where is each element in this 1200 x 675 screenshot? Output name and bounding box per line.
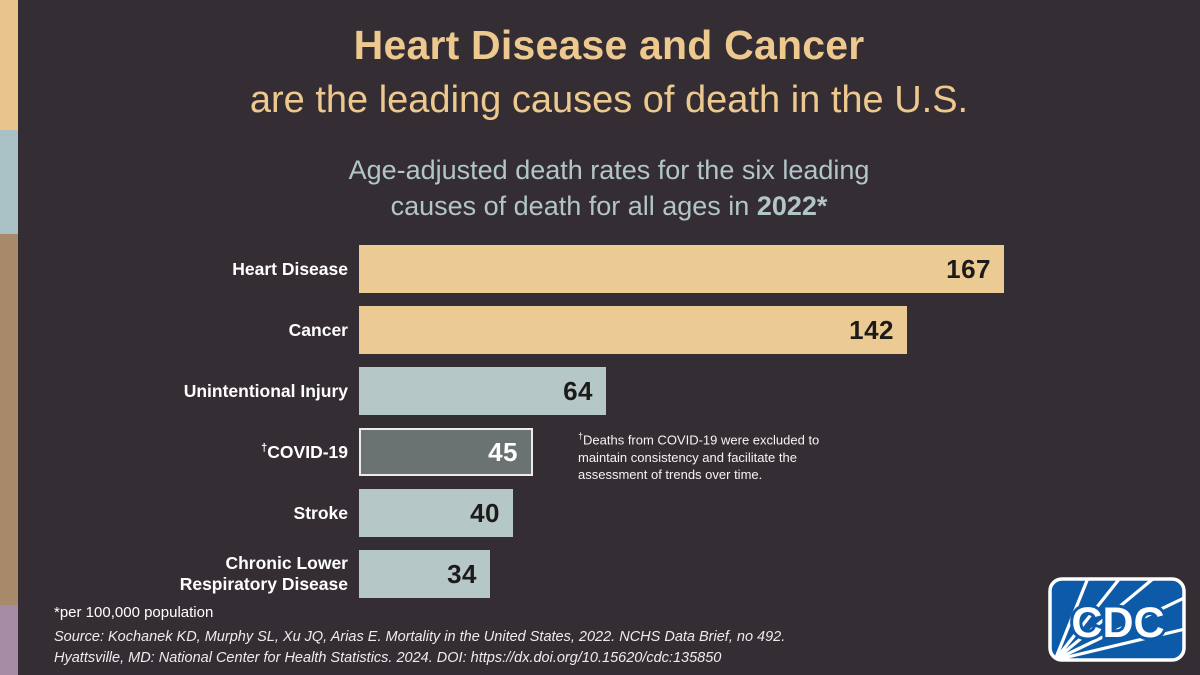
edge-stripe-tan	[0, 0, 18, 130]
chart-subtitle-line2: causes of death for all ages in 2022*	[390, 190, 828, 221]
edge-stripe-blue	[0, 130, 18, 234]
chart-subtitle-line1: Age-adjusted death rates for the six lea…	[348, 155, 870, 185]
bar-track-stroke: 40	[359, 489, 1200, 537]
edge-stripe-mauve	[0, 605, 18, 675]
bar-label-unintentional-injury: Unintentional Injury	[183, 380, 348, 401]
bar-value-heart-disease: 167	[946, 253, 991, 284]
dagger-symbol: †	[261, 441, 268, 454]
bar-label-stroke: Stroke	[293, 502, 348, 523]
chart-row-chronic-lower-respiratory-disease: Chronic Lower Respiratory Disease 34	[0, 550, 1200, 598]
bar-track-covid-19: 45	[359, 428, 1200, 476]
title-block: Heart Disease and Cancer are the leading…	[18, 22, 1200, 122]
cdc-logo: CDC	[1048, 577, 1186, 662]
dagger-symbol: †	[578, 431, 584, 441]
bar-covid-19: 45	[359, 428, 533, 476]
bar-cancer: 142	[359, 306, 907, 354]
bar-value-chronic-lower-respiratory-disease: 34	[447, 558, 477, 589]
edge-stripe-brown	[0, 234, 18, 605]
bar-track-chronic-lower-respiratory-disease: 34	[359, 550, 1200, 598]
chart-row-heart-disease: Heart Disease 167	[0, 245, 1200, 293]
covid-annotation: †Deaths from COVID-19 were excluded to m…	[578, 431, 820, 483]
bar-label-heart-disease: Heart Disease	[232, 258, 348, 279]
bar-label-cancer: Cancer	[288, 319, 348, 340]
edge-stripes	[0, 0, 18, 675]
bar-label-covid-19: †COVID-19	[261, 441, 348, 462]
chart-subtitle: Age-adjusted death rates for the six lea…	[18, 153, 1200, 224]
page-title: Heart Disease and Cancer	[353, 22, 865, 68]
bar-track-cancer: 142	[359, 306, 1200, 354]
rate-footnote: *per 100,000 population	[54, 604, 214, 621]
bar-label-chronic-lower-respiratory-disease: Chronic Lower Respiratory Disease	[179, 553, 348, 594]
page-title-secondary: are the leading causes of death in the U…	[249, 79, 969, 121]
cdc-logo-rays	[1053, 580, 1183, 659]
bar-track-heart-disease: 167	[359, 245, 1200, 293]
year-bold: 2022*	[756, 190, 828, 221]
bar-value-cancer: 142	[849, 314, 894, 345]
bar-heart-disease: 167	[359, 245, 1004, 293]
chart-row-cancer: Cancer 142	[0, 306, 1200, 354]
bar-value-stroke: 40	[470, 497, 500, 528]
cdc-logo-plate	[1048, 577, 1186, 662]
source-line2: Hyattsville, MD: National Center for Hea…	[54, 650, 722, 667]
cdc-logo-icon: CDC	[1048, 577, 1186, 662]
bar-chart: Heart Disease 167 Cancer 142 Unintentional I…	[0, 245, 1200, 611]
source-line1: Source: Kochanek KD, Murphy SL, Xu JQ, A…	[54, 629, 786, 645]
chart-row-covid-19: †COVID-19 45	[0, 428, 1200, 476]
bar-value-covid-19: 45	[488, 436, 518, 467]
bar-chronic-lower-respiratory-disease: 34	[359, 550, 490, 598]
chart-rows: Heart Disease 167 Cancer 142 Unintentional I…	[0, 245, 1200, 598]
chart-row-unintentional-injury: Unintentional Injury 64	[0, 367, 1200, 415]
bar-value-unintentional-injury: 64	[563, 375, 593, 406]
bar-unintentional-injury: 64	[359, 367, 606, 415]
cdc-logo-text: CDC	[1071, 599, 1164, 647]
source-citation: Source: Kochanek KD, Murphy SL, Xu JQ, A…	[54, 627, 785, 669]
bar-track-unintentional-injury: 64	[359, 367, 1200, 415]
chart-row-stroke: Stroke 40	[0, 489, 1200, 537]
bar-stroke: 40	[359, 489, 513, 537]
